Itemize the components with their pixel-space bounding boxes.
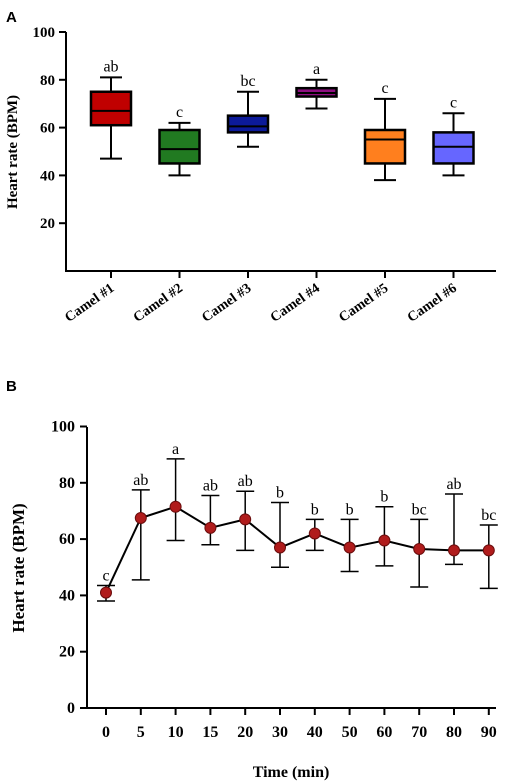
panel-a-significance-label: a xyxy=(313,61,320,78)
data-point xyxy=(448,544,460,557)
panel-a-category-label: Camel #2 xyxy=(131,281,186,326)
panel-a-significance-label: bc xyxy=(240,73,255,90)
panel-b-significance-label: c xyxy=(102,568,109,585)
panel-b-significance-label: ab xyxy=(446,476,461,493)
box-5 xyxy=(363,128,407,165)
data-point xyxy=(413,542,426,555)
panel-b-x-tick-label: 40 xyxy=(307,724,323,741)
panel-b-significance-label: bc xyxy=(481,507,496,524)
panel-a-category-label: Camel #6 xyxy=(405,281,460,326)
panel-b-x-axis-label: Time (min) xyxy=(253,764,330,781)
box-2 xyxy=(158,128,201,165)
panel-a-y-tick-label: 40 xyxy=(40,168,55,184)
panel-b-x-tick-label: 5 xyxy=(137,724,145,741)
mean-heart-rate-line xyxy=(105,505,489,594)
panel-b-x-tick-label: 0 xyxy=(102,724,110,741)
panel-b-significance-label: ab xyxy=(203,477,218,494)
panel-b-y-tick-label: 80 xyxy=(59,475,75,492)
panel-a-y-axis-label: Heart rate (BPM) xyxy=(5,95,21,209)
panel-b-x-tick-label: 70 xyxy=(411,724,427,741)
data-point xyxy=(239,513,252,526)
panel-a-y-tick-label: 20 xyxy=(40,216,55,232)
panel-b-x-tick-label: 20 xyxy=(237,724,253,741)
box-6 xyxy=(432,131,475,165)
panel-a-significance-label: ab xyxy=(103,58,118,75)
panel-b-significance-label: a xyxy=(172,441,179,458)
box-3 xyxy=(226,114,270,134)
panel-a-category-label: Camel #1 xyxy=(62,281,117,326)
data-point xyxy=(378,534,391,547)
panel-b-x-tick-label: 90 xyxy=(481,724,497,741)
panel-a-significance-label: c xyxy=(381,80,388,97)
panel-a-category-label: Camel #4 xyxy=(268,281,323,326)
panel-b-y-tick-label: 20 xyxy=(59,644,75,661)
panel-a-y-tick-label: 100 xyxy=(33,25,56,41)
data-point xyxy=(274,541,286,554)
panel-b-x-tick-label: 50 xyxy=(342,724,358,741)
panel-b-y-tick-label: 40 xyxy=(59,587,75,604)
panel-b-significance-label: b xyxy=(311,501,319,518)
panel-a-significance-label: c xyxy=(450,94,457,111)
data-point xyxy=(308,527,321,540)
panel-b-y-tick-label: 60 xyxy=(59,531,75,548)
panel-b-significance-label: bc xyxy=(412,501,427,518)
panel-a-significance-label: c xyxy=(176,104,183,121)
data-point xyxy=(482,544,495,557)
data-point xyxy=(169,500,182,513)
panel-b-y-axis-label: Heart rate (BPM) xyxy=(9,503,28,632)
box-1 xyxy=(89,90,133,127)
panel-b-significance-label: b xyxy=(380,489,388,506)
data-point xyxy=(343,541,356,554)
data-point xyxy=(134,511,147,524)
panel-b-significance-label: ab xyxy=(238,473,253,490)
panel-a-category-label: Camel #5 xyxy=(336,281,391,326)
panel-b-y-tick-label: 100 xyxy=(51,419,75,436)
panel-b-x-tick-label: 15 xyxy=(202,724,218,741)
panel-b-x-tick-label: 60 xyxy=(376,724,392,741)
panel-a-category-label: Camel #3 xyxy=(199,281,254,326)
data-point xyxy=(100,586,112,599)
panel-b: B Heart rate (BPM) Time (min) 0 20 40 60 80 1… xyxy=(6,378,498,781)
panel-a: A Heart rate (BPM) 20 40 60 80 100 ab Camel #1… xyxy=(5,9,496,326)
panel-b-significance-label: b xyxy=(346,501,354,518)
panel-b-significance-label: b xyxy=(276,485,284,502)
panel-a-y-tick-label: 80 xyxy=(40,73,55,89)
panel-b-label: B xyxy=(6,378,17,395)
panel-b-y-tick-label: 0 xyxy=(67,700,75,717)
panel-b-significance-label: ab xyxy=(133,472,148,489)
panel-a-y-tick-label: 60 xyxy=(40,121,55,137)
panel-a-label: A xyxy=(6,9,17,26)
panel-b-x-tick-label: 10 xyxy=(168,724,184,741)
panel-b-x-tick-label: 30 xyxy=(272,724,288,741)
data-point xyxy=(204,521,217,534)
panel-b-x-tick-label: 80 xyxy=(446,724,462,741)
